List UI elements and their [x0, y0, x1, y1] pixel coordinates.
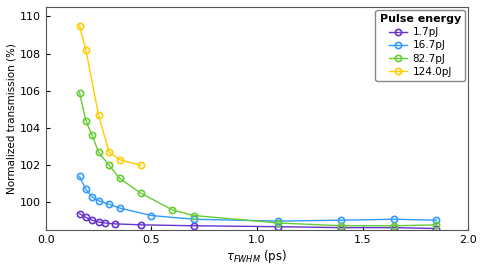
82.7pJ [106, 163, 112, 167]
Line: 124.0pJ: 124.0pJ [76, 23, 144, 168]
1.7pJ [191, 224, 197, 227]
124.0pJ [138, 163, 144, 167]
16.7pJ [338, 218, 344, 222]
82.7pJ [275, 221, 281, 225]
1.7pJ [89, 218, 95, 222]
1.7pJ [138, 223, 144, 227]
1.7pJ [392, 226, 397, 229]
82.7pJ [117, 177, 122, 180]
16.7pJ [275, 220, 281, 223]
82.7pJ [169, 208, 175, 212]
16.7pJ [106, 203, 112, 206]
Y-axis label: Normalized transmission (%): Normalized transmission (%) [7, 43, 17, 194]
82.7pJ [89, 134, 95, 137]
82.7pJ [434, 223, 439, 227]
1.7pJ [434, 227, 439, 230]
16.7pJ [434, 218, 439, 222]
X-axis label: $\tau_{FWHM}$ (ps): $\tau_{FWHM}$ (ps) [227, 248, 287, 265]
124.0pJ [106, 151, 112, 154]
1.7pJ [96, 220, 102, 224]
124.0pJ [76, 24, 82, 27]
82.7pJ [83, 119, 89, 122]
124.0pJ [96, 113, 102, 117]
1.7pJ [83, 216, 89, 219]
82.7pJ [96, 151, 102, 154]
1.7pJ [76, 212, 82, 215]
16.7pJ [191, 218, 197, 221]
Line: 16.7pJ: 16.7pJ [76, 173, 439, 224]
1.7pJ [338, 226, 344, 229]
1.7pJ [102, 221, 108, 225]
Line: 1.7pJ: 1.7pJ [76, 211, 439, 232]
1.7pJ [275, 225, 281, 228]
Legend: 1.7pJ, 16.7pJ, 82.7pJ, 124.0pJ: 1.7pJ, 16.7pJ, 82.7pJ, 124.0pJ [376, 10, 465, 81]
16.7pJ [117, 206, 122, 210]
16.7pJ [392, 218, 397, 221]
124.0pJ [83, 48, 89, 51]
82.7pJ [338, 224, 344, 227]
Line: 82.7pJ: 82.7pJ [76, 89, 439, 229]
82.7pJ [76, 91, 82, 94]
82.7pJ [191, 214, 197, 217]
16.7pJ [89, 195, 95, 199]
16.7pJ [96, 199, 102, 202]
82.7pJ [138, 191, 144, 195]
16.7pJ [149, 214, 154, 217]
16.7pJ [76, 175, 82, 178]
124.0pJ [117, 158, 122, 161]
1.7pJ [112, 222, 118, 225]
82.7pJ [392, 224, 397, 227]
16.7pJ [83, 188, 89, 191]
